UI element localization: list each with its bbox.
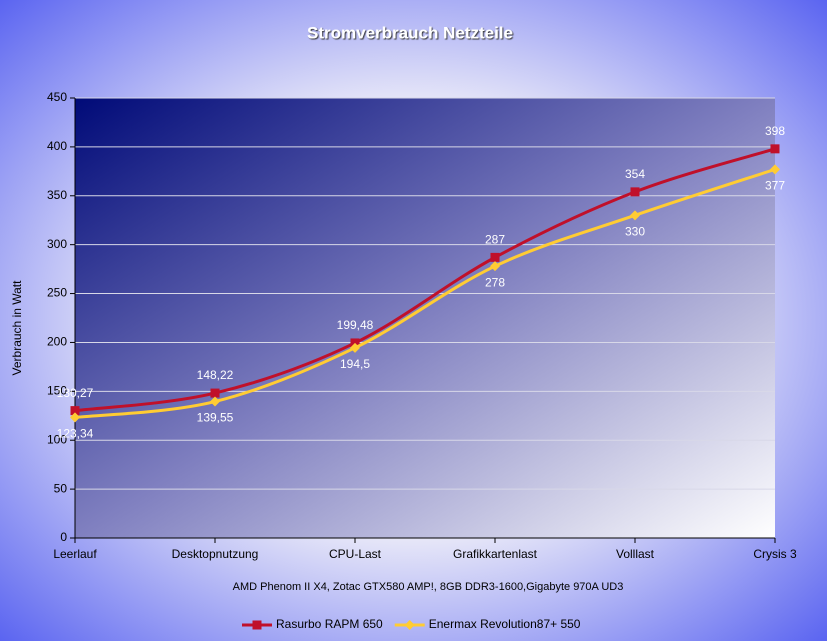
plot-area: [75, 98, 775, 538]
marker: [630, 187, 640, 197]
y-tick-label: 300: [47, 237, 67, 251]
y-tick-label: 0: [60, 530, 67, 544]
data-label: 199,48: [337, 318, 374, 332]
legend-label: Enermax Revolution87+ 550: [429, 617, 581, 631]
y-tick-label: 50: [54, 481, 68, 495]
marker: [770, 144, 780, 154]
marker: [770, 164, 780, 175]
y-tick-label: 400: [47, 139, 67, 153]
series-line: [74, 167, 776, 419]
series-line: [74, 147, 776, 413]
x-tick-label: Volllast: [616, 547, 655, 561]
marker: [70, 412, 80, 423]
marker: [210, 396, 220, 407]
x-axis-label: AMD Phenom II X4, Zotac GTX580 AMP!, 8GB…: [233, 581, 624, 593]
legend-marker: [252, 620, 262, 630]
x-tick-label: Crysis 3: [753, 547, 797, 561]
y-tick-label: 100: [47, 432, 67, 446]
data-label: 398: [765, 124, 785, 138]
data-label: 354: [625, 167, 645, 181]
marker: [490, 261, 500, 272]
y-tick-label: 350: [47, 188, 67, 202]
data-label: 148,22: [197, 368, 234, 382]
data-label: 287: [485, 233, 505, 247]
data-label: 130,27: [57, 386, 94, 400]
legend-label: Rasurbo RAPM 650: [276, 617, 383, 631]
x-tick-label: Desktopnutzung: [172, 547, 259, 561]
data-label: 139,55: [197, 411, 234, 425]
data-label: 330: [625, 225, 645, 239]
data-label: 123,34: [57, 427, 94, 441]
x-tick-label: Leerlauf: [53, 547, 97, 561]
legend-marker: [404, 620, 415, 630]
y-tick-label: 150: [47, 384, 67, 398]
y-tick-label: 450: [47, 90, 67, 104]
data-label: 278: [485, 275, 505, 289]
y-tick-label: 200: [47, 335, 67, 349]
marker: [490, 252, 500, 262]
chart-title: Stromverbrauch Netzteile: [307, 23, 513, 42]
marker: [630, 210, 640, 221]
x-tick-label: Grafikkartenlast: [453, 547, 538, 561]
marker: [70, 406, 80, 416]
marker: [350, 342, 360, 353]
y-tick-label: 250: [47, 286, 67, 300]
x-tick-label: CPU-Last: [329, 547, 382, 561]
data-label: 194,5: [340, 357, 370, 371]
data-label: 377: [765, 179, 785, 193]
marker: [210, 388, 220, 398]
y-axis-label: Verbrauch in Watt: [10, 280, 24, 376]
